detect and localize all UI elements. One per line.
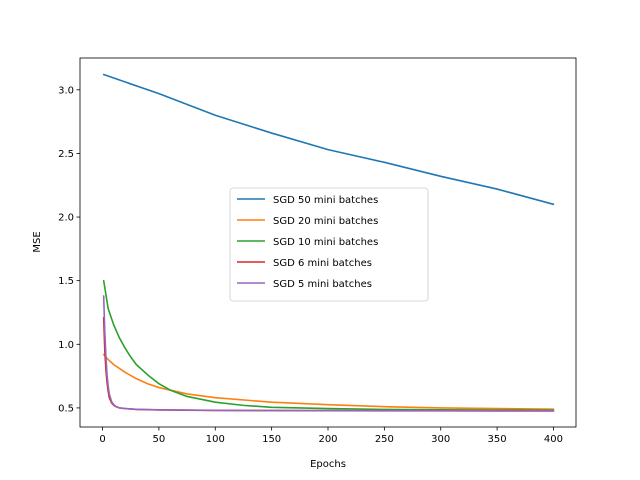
y-axis-label: MSE bbox=[32, 231, 43, 252]
x-tick-label: 350 bbox=[488, 434, 507, 445]
x-tick-label: 0 bbox=[99, 434, 105, 445]
y-tick-label: 0.5 bbox=[58, 403, 74, 414]
legend-entry-label: SGD 10 mini batches bbox=[273, 237, 378, 248]
x-tick-label: 150 bbox=[262, 434, 281, 445]
series-line-5 bbox=[102, 295, 555, 412]
legend-entry-label: SGD 20 mini batches bbox=[273, 216, 378, 227]
y-tick-label: 1.5 bbox=[58, 276, 74, 287]
x-tick-label: 400 bbox=[544, 434, 563, 445]
y-tick-label: 1.0 bbox=[58, 340, 74, 351]
legend-box bbox=[229, 187, 429, 302]
legend-entry-label: SGD 50 mini batches bbox=[273, 195, 378, 206]
x-axis: 0 50 100 150 200 250 300 350 400 bbox=[99, 427, 563, 445]
x-tick-label: 100 bbox=[206, 434, 225, 445]
series-line-3 bbox=[102, 279, 555, 412]
series-layer bbox=[102, 73, 555, 412]
y-tick-label: 2.0 bbox=[58, 213, 74, 224]
x-tick-label: 50 bbox=[153, 434, 166, 445]
legend: SGD 50 mini batches SGD 20 mini batches SG… bbox=[229, 187, 429, 302]
y-axis: 0.5 1.0 1.5 2.0 2.5 3.0 bbox=[58, 85, 80, 414]
y-tick-label: 2.5 bbox=[58, 149, 74, 160]
x-tick-label: 300 bbox=[431, 434, 450, 445]
y-tick-label: 3.0 bbox=[58, 85, 74, 96]
legend-entry-label: SGD 5 mini batches bbox=[273, 279, 372, 290]
series-line-2 bbox=[102, 353, 555, 410]
x-tick-label: 200 bbox=[318, 434, 337, 445]
x-tick-label: 250 bbox=[375, 434, 394, 445]
x-axis-label: Epochs bbox=[310, 459, 346, 470]
legend-entry-label: SGD 6 mini batches bbox=[273, 258, 372, 269]
series-line-1 bbox=[102, 73, 555, 206]
